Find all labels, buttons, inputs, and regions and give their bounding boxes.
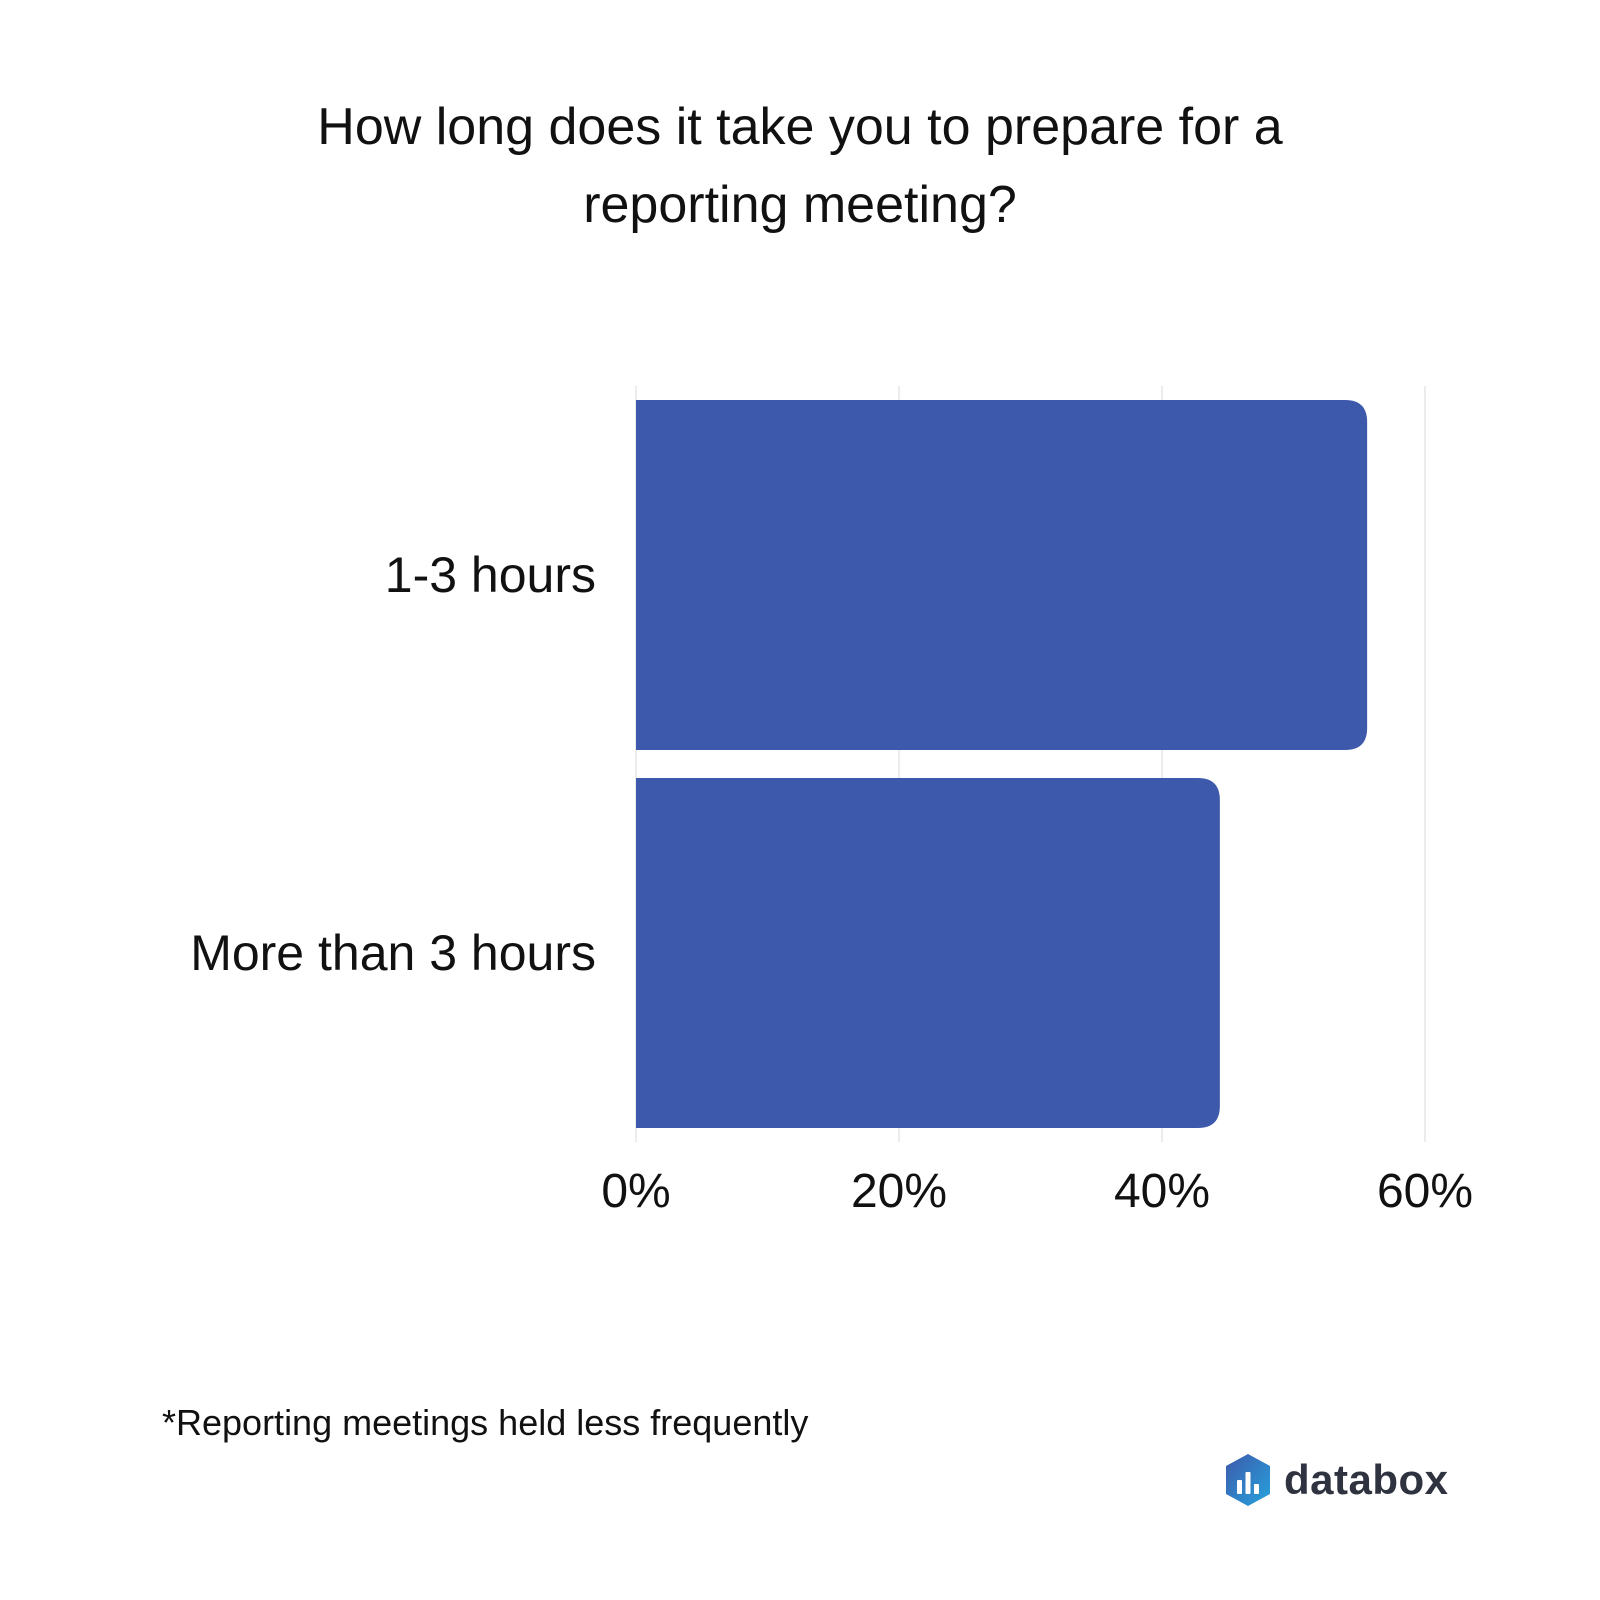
databox-logo-icon [1226,1454,1270,1506]
footnote: *Reporting meetings held less frequently [162,1402,809,1443]
databox-logo: databox [1222,1450,1449,1510]
category-labels: 1-3 hours More than 3 hours [190,547,596,981]
chart-title: How long does it take you to prepare for… [317,98,1283,234]
x-tick-label-2: 40% [1114,1165,1210,1218]
databox-logo-text: databox [1284,1456,1449,1503]
bar-1 [636,778,1220,1128]
x-tick-label-0: 0% [601,1165,670,1218]
x-tick-labels: 0% 20% 40% 60% [601,1165,1473,1218]
category-label-0: 1-3 hours [385,547,596,603]
x-tick-label-1: 20% [851,1165,947,1218]
bars [636,400,1368,1128]
category-label-1: More than 3 hours [190,925,596,981]
bar-0 [636,400,1368,750]
x-tick-label-3: 60% [1377,1165,1473,1218]
